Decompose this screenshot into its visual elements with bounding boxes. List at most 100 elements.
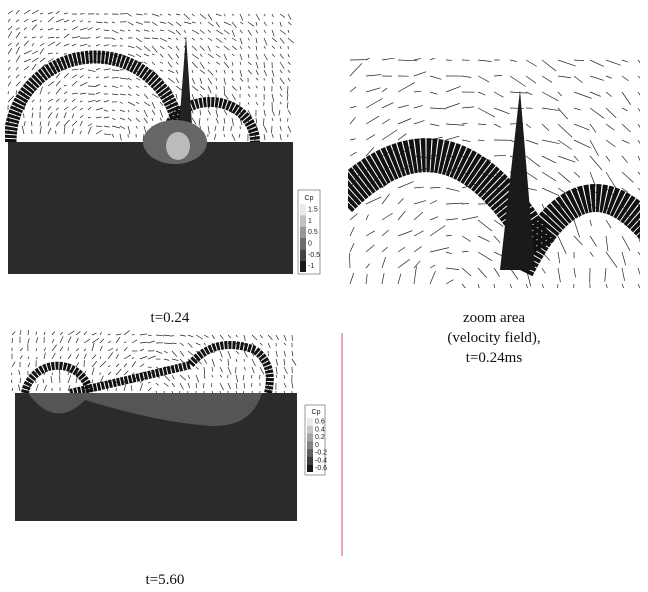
velocity-arrow — [12, 338, 13, 343]
velocity-arrow — [31, 121, 32, 126]
velocity-arrow — [16, 32, 20, 38]
velocity-arrow — [349, 253, 350, 268]
velocity-arrow — [446, 280, 453, 284]
velocity-arrow — [216, 30, 223, 34]
velocity-arrow — [124, 363, 127, 367]
velocity-arrow — [510, 92, 527, 93]
velocity-arrow — [280, 22, 281, 27]
legend-swatch — [300, 261, 306, 272]
velocity-arrow — [152, 22, 158, 26]
velocity-arrow — [124, 347, 127, 351]
velocity-arrow — [260, 367, 264, 374]
velocity-arrow — [446, 124, 464, 125]
velocity-arrow — [280, 102, 281, 104]
legend-label: -0.5 — [308, 252, 320, 259]
velocity-arrow — [622, 108, 627, 111]
velocity-arrow — [112, 38, 115, 40]
velocity-arrow — [638, 284, 645, 298]
velocity-arrow — [152, 94, 158, 98]
velocity-arrow — [16, 28, 20, 30]
velocity-arrow — [160, 46, 165, 49]
velocity-arrow — [260, 335, 263, 338]
velocity-arrow — [366, 57, 371, 60]
velocity-arrow — [232, 86, 237, 91]
velocity-arrow — [64, 29, 66, 30]
velocity-arrow — [350, 139, 355, 140]
velocity-arrow — [148, 388, 151, 391]
velocity-arrow — [542, 188, 559, 196]
velocity-arrow — [52, 373, 53, 375]
velocity-arrow — [268, 343, 270, 348]
velocity-arrow — [200, 94, 203, 97]
velocity-arrow — [430, 217, 438, 220]
velocity-arrow — [48, 53, 53, 54]
velocity-arrow — [272, 70, 274, 77]
velocity-arrow — [152, 38, 158, 39]
velocity-arrow — [172, 335, 174, 336]
velocity-arrow — [22, 126, 24, 134]
velocity-arrow — [256, 14, 260, 20]
velocity-arrow — [176, 54, 179, 58]
velocity-arrow — [68, 336, 71, 343]
velocity-arrow — [96, 37, 100, 38]
legend: Cp0.60.40.20-0.2-0.4-0.6 — [305, 405, 327, 475]
velocity-arrow — [64, 107, 68, 110]
velocity-arrow — [622, 252, 626, 265]
velocity-arrow — [56, 29, 59, 30]
velocity-arrow — [40, 20, 42, 22]
velocity-arrow — [168, 70, 174, 73]
velocity-arrow — [430, 55, 443, 60]
velocity-arrow — [280, 38, 284, 43]
legend-label: 0.2 — [315, 434, 325, 441]
velocity-arrow — [228, 359, 229, 366]
velocity-arrow — [224, 54, 227, 60]
velocity-arrow — [430, 200, 437, 204]
velocity-arrow — [264, 22, 267, 26]
velocity-arrow — [132, 340, 137, 343]
velocity-arrow — [240, 62, 241, 65]
velocity-arrow — [216, 110, 218, 117]
velocity-arrow — [248, 94, 250, 97]
velocity-arrow — [199, 118, 200, 126]
velocity-arrow — [72, 36, 80, 38]
velocity-arrow — [24, 37, 27, 38]
velocity-arrow — [240, 22, 243, 24]
velocity-arrow — [32, 108, 33, 110]
velocity-arrow — [112, 86, 118, 88]
velocity-arrow — [638, 76, 648, 87]
velocity-arrow — [136, 30, 140, 31]
velocity-arrow — [72, 129, 74, 134]
velocity-arrow — [196, 383, 197, 388]
velocity-arrow — [160, 118, 162, 121]
velocity-arrow — [494, 268, 500, 277]
velocity-arrow — [558, 268, 560, 282]
velocity-arrow — [264, 126, 267, 133]
velocity-arrow — [32, 25, 37, 30]
velocity-arrow — [622, 172, 633, 183]
velocity-arrow — [68, 354, 71, 359]
velocity-arrow — [8, 11, 13, 14]
velocity-arrow — [116, 369, 121, 375]
velocity-arrow — [40, 121, 41, 126]
velocity-arrow — [192, 38, 195, 40]
velocity-arrow — [8, 31, 12, 38]
velocity-arrow — [240, 38, 242, 44]
legend: Cp1.510.50-0.5-1 — [298, 190, 320, 274]
velocity-arrow — [446, 268, 459, 270]
velocity-arrow — [16, 20, 19, 22]
velocity-arrow — [136, 14, 143, 15]
velocity-arrow — [350, 243, 354, 252]
velocity-arrow — [414, 105, 423, 108]
velocity-arrow — [160, 62, 163, 63]
velocity-arrow — [272, 118, 273, 121]
velocity-arrow — [104, 69, 111, 70]
velocity-arrow — [64, 99, 66, 102]
velocity-arrow — [462, 217, 478, 220]
velocity-arrow — [288, 54, 289, 57]
velocity-arrow — [350, 63, 362, 76]
velocity-arrow — [72, 27, 78, 30]
velocity-arrow — [557, 284, 558, 291]
velocity-arrow — [168, 22, 173, 25]
velocity-arrow — [56, 121, 60, 126]
velocity-arrow — [11, 373, 12, 375]
